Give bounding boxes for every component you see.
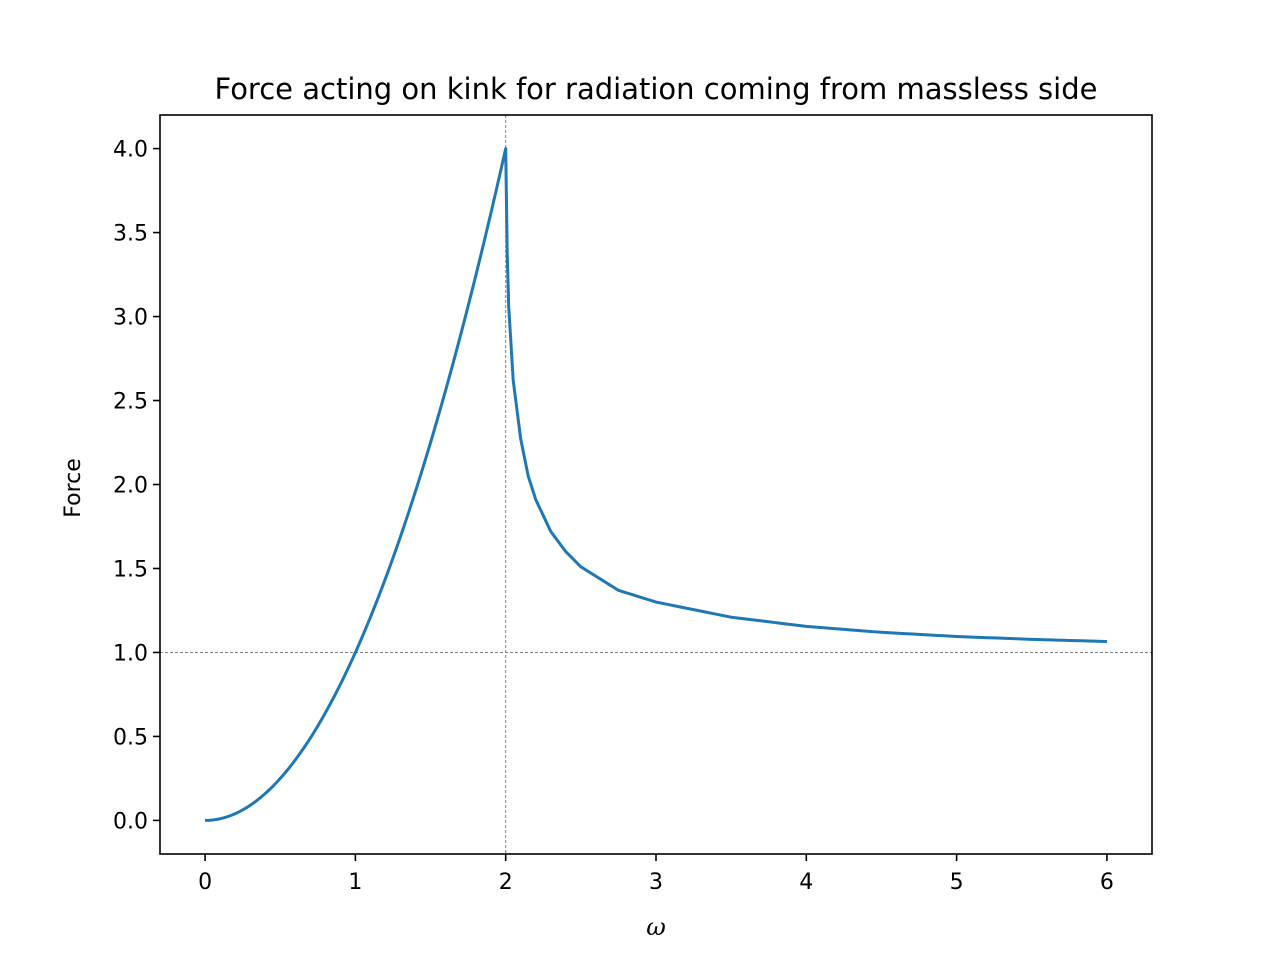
x-tick-label: 6 — [1100, 870, 1114, 895]
x-tick-label: 3 — [649, 870, 663, 895]
y-tick-label: 1.5 — [113, 557, 148, 582]
series-layer — [205, 147, 1107, 822]
x-axis-label: ω — [646, 913, 666, 941]
x-tick-label: 1 — [348, 870, 362, 895]
y-tick-label: 1.0 — [113, 641, 148, 666]
x-tick-label: 0 — [198, 870, 212, 895]
y-tick-label: 4.0 — [113, 138, 148, 163]
x-axis-ticks: 0 1 2 3 4 5 6 — [198, 854, 1114, 895]
y-tick-label: 3.5 — [113, 222, 148, 247]
x-tick-label: 2 — [499, 870, 513, 895]
y-tick-label: 0.5 — [113, 725, 148, 750]
y-tick-label: 2.5 — [113, 390, 148, 415]
y-tick-label: 2.0 — [113, 474, 148, 499]
series-line-0 — [205, 147, 1107, 822]
y-tick-label: 0.0 — [113, 809, 148, 834]
x-tick-label: 4 — [799, 870, 813, 895]
y-axis-label: Force — [61, 458, 86, 518]
reference-lines — [160, 115, 1152, 854]
y-axis-ticks: 0.0 0.5 1.0 1.5 2.0 2.5 3.0 3.5 4.0 — [113, 138, 160, 834]
y-tick-label: 3.0 — [113, 306, 148, 331]
x-tick-label: 5 — [950, 870, 964, 895]
chart-title: Force acting on kink for radiation comin… — [215, 72, 1098, 106]
